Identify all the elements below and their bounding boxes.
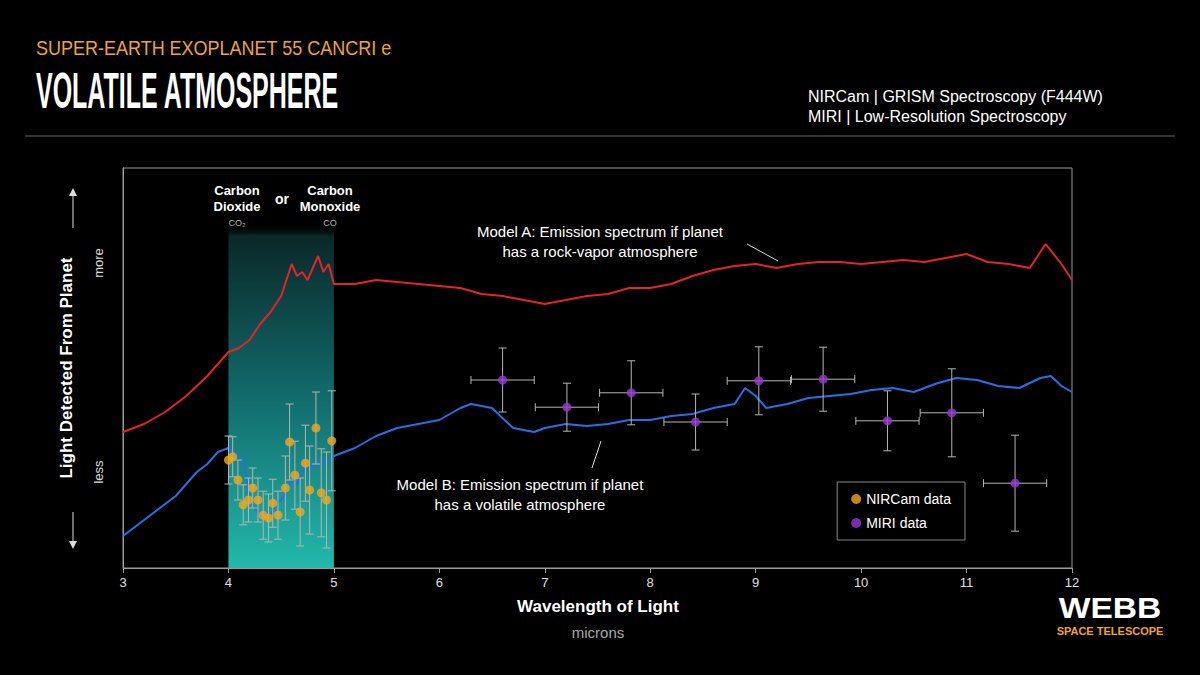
svg-text:Light Detected From Planet: Light Detected From Planet	[57, 257, 76, 478]
svg-text:microns: microns	[572, 624, 625, 641]
svg-text:7: 7	[541, 575, 548, 590]
svg-text:NIRCam | GRISM Spectroscopy (F: NIRCam | GRISM Spectroscopy (F444W)	[808, 88, 1103, 105]
svg-text:MIRI data: MIRI data	[866, 515, 927, 531]
svg-text:SPACE TELESCOPE: SPACE TELESCOPE	[1057, 625, 1164, 637]
svg-text:NIRCam data: NIRCam data	[866, 491, 951, 507]
svg-text:8: 8	[647, 575, 654, 590]
svg-text:more: more	[91, 248, 106, 278]
svg-text:Model A: Emission spectrum if: Model A: Emission spectrum if planet	[477, 223, 724, 240]
svg-text:12: 12	[1065, 575, 1079, 590]
svg-text:9: 9	[752, 575, 759, 590]
svg-text:has a rock-vapor atmosphere: has a rock-vapor atmosphere	[502, 243, 697, 260]
svg-text:VOLATILE ATMOSPHERE: VOLATILE ATMOSPHERE	[36, 62, 338, 118]
svg-text:has a volatile atmosphere: has a volatile atmosphere	[435, 496, 606, 513]
svg-text:11: 11	[960, 575, 974, 590]
svg-text:SUPER-EARTH EXOPLANET 55 CANCR: SUPER-EARTH EXOPLANET 55 CANCRI e	[36, 37, 391, 59]
svg-text:3: 3	[119, 575, 126, 590]
svg-text:less: less	[91, 460, 106, 484]
svg-text:6: 6	[436, 575, 443, 590]
svg-text:MIRI | Low-Resolution Spectros: MIRI | Low-Resolution Spectroscopy	[808, 108, 1066, 125]
svg-text:5: 5	[330, 575, 337, 590]
svg-text:4: 4	[225, 575, 232, 590]
svg-text:10: 10	[854, 575, 868, 590]
svg-text:WEBB: WEBB	[1059, 591, 1162, 625]
svg-text:Model B: Emission spectrum if: Model B: Emission spectrum if planet	[397, 476, 645, 493]
svg-text:Wavelength of Light: Wavelength of Light	[517, 597, 679, 616]
